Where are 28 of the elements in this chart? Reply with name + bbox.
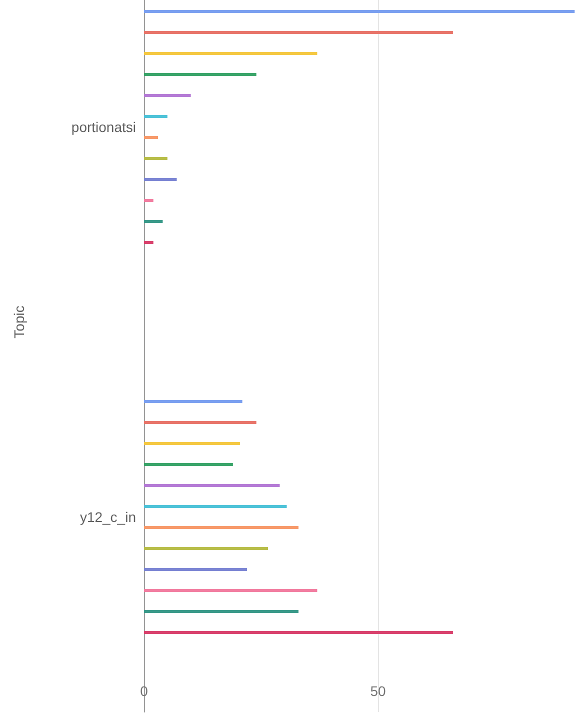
y-tick-label: y12_c_in xyxy=(80,509,136,525)
bar xyxy=(144,178,177,181)
x-tick-label: 50 xyxy=(370,683,386,699)
y-tick-label: portionatsi xyxy=(71,119,136,135)
bar xyxy=(144,220,163,223)
bar xyxy=(144,589,318,592)
bar xyxy=(144,526,298,529)
bar xyxy=(144,463,233,466)
bar xyxy=(144,505,287,508)
bar xyxy=(144,241,154,244)
bar xyxy=(144,73,256,76)
bar xyxy=(144,442,240,445)
bar xyxy=(144,136,158,139)
bar xyxy=(144,52,318,55)
bar xyxy=(144,484,280,487)
bar xyxy=(144,568,247,571)
bar xyxy=(144,31,453,34)
y-axis-title: Topic xyxy=(11,306,27,338)
bar xyxy=(144,199,154,202)
bar xyxy=(144,547,268,550)
bar xyxy=(144,610,298,613)
bar xyxy=(144,157,168,160)
bar xyxy=(144,94,191,97)
bar xyxy=(144,400,242,403)
bar xyxy=(144,631,453,634)
bar xyxy=(144,115,168,118)
bar xyxy=(144,421,256,424)
bar xyxy=(144,10,575,13)
